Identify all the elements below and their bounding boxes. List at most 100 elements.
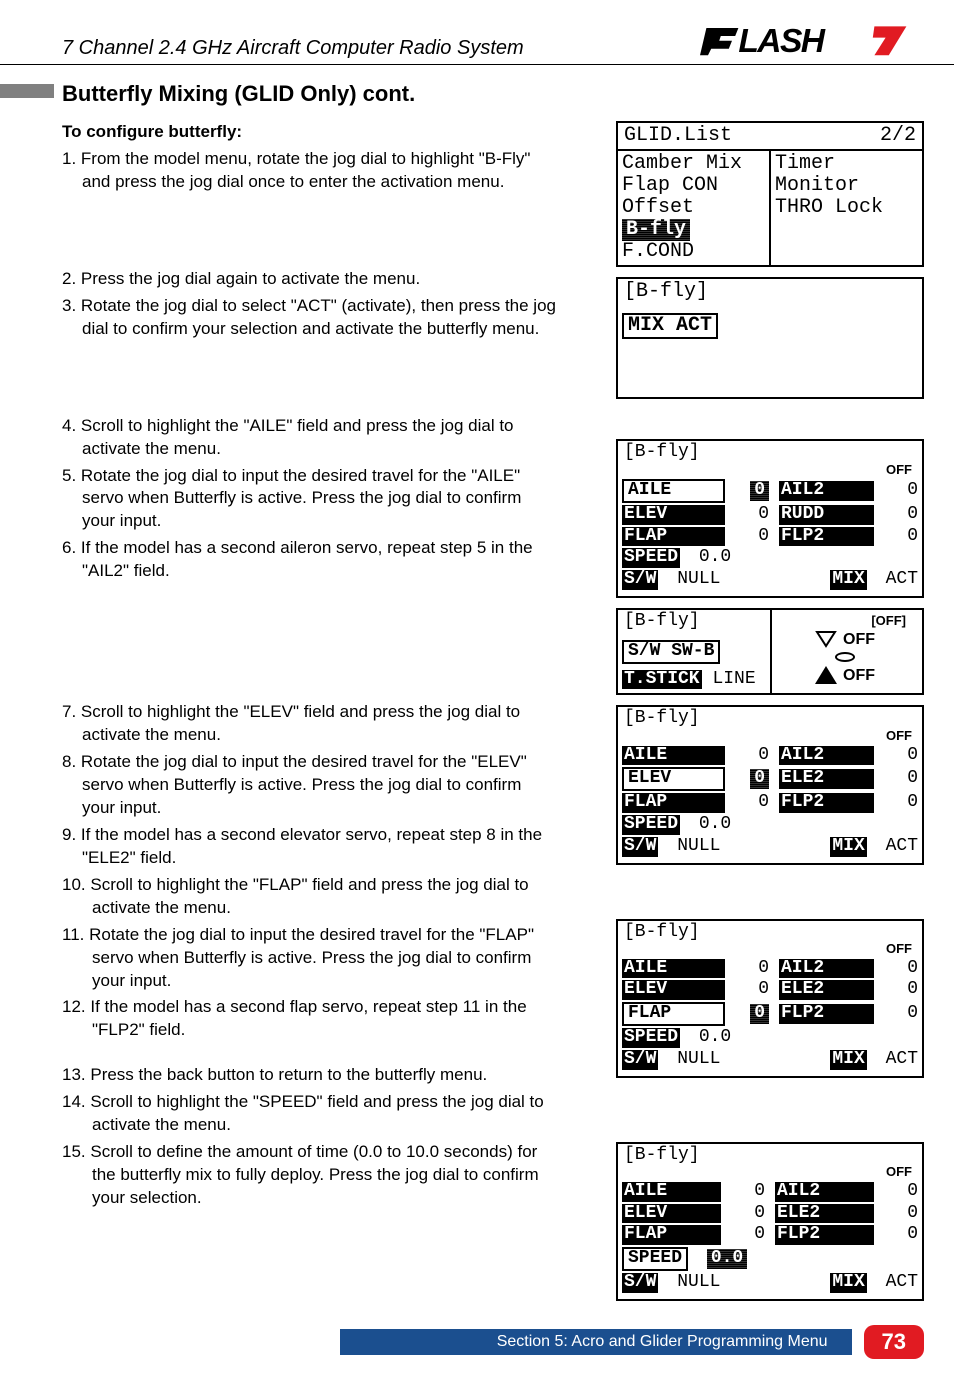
lcd6-off: OFF bbox=[622, 942, 918, 956]
lcd4-tstick: T.STICK bbox=[622, 670, 702, 690]
lcd5-elev: ELEV bbox=[622, 767, 725, 791]
step-4: 4. Scroll to highlight the "AILE" field … bbox=[62, 416, 514, 435]
lcd5-mix: MIX bbox=[830, 837, 866, 857]
lcd6-elev-v: 0 bbox=[735, 980, 769, 1000]
lcd5-flap: FLAP bbox=[622, 793, 725, 813]
flash-logo: LASH bbox=[674, 20, 934, 60]
step-7-cont: activate the menu. bbox=[62, 724, 598, 747]
lcd3-ail2-v: 0 bbox=[884, 481, 918, 501]
lcd3-mix-v: ACT bbox=[886, 570, 918, 590]
lcd3-aile: AILE bbox=[622, 479, 725, 503]
lcd1-r1: Monitor bbox=[775, 175, 918, 197]
lcd-bfly-sw: [B-fly] S/W SW-B T.STICK LINE [OFF] OFF … bbox=[616, 608, 924, 695]
lcd-bfly-act: [B-fly] MIX ACT bbox=[616, 277, 924, 399]
ellipse-icon bbox=[835, 652, 855, 662]
step-7: 7. Scroll to highlight the "ELEV" field … bbox=[62, 702, 520, 721]
lcd6-mix-v: ACT bbox=[886, 1050, 918, 1070]
step-8-cont: servo when Butterfly is active. Press th… bbox=[62, 774, 598, 797]
lcd5-ele2: ELE2 bbox=[779, 769, 874, 789]
svg-text:LASH: LASH bbox=[738, 23, 825, 60]
lcd4-off2: OFF bbox=[843, 667, 875, 685]
step-15-cont2: your selection. bbox=[62, 1187, 598, 1210]
step-12-cont: "FLP2" field. bbox=[62, 1019, 598, 1042]
lcd6-flap-v: 0 bbox=[750, 1004, 769, 1024]
step-6: 6. If the model has a second aileron ser… bbox=[62, 538, 533, 557]
lcd1-l0: Camber Mix bbox=[622, 153, 765, 175]
lcd1-highlight: B-fly bbox=[622, 219, 690, 241]
lcd7-elev-v: 0 bbox=[731, 1204, 765, 1224]
lcd3-title: [B-fly] bbox=[624, 443, 700, 463]
instructions-column: To configure butterfly: 1. From the mode… bbox=[62, 121, 598, 1301]
lcd4-line: LINE bbox=[712, 669, 755, 689]
lcd6-ele2: ELE2 bbox=[779, 980, 874, 1000]
lcd6-elev: ELEV bbox=[622, 980, 725, 1000]
lcd7-sw: S/W bbox=[622, 1273, 658, 1293]
lcd5-mix-v: ACT bbox=[886, 837, 918, 857]
lcd3-elev-v: 0 bbox=[735, 505, 769, 525]
step-5-cont2: your input. bbox=[62, 510, 598, 533]
lcd6-mix: MIX bbox=[830, 1050, 866, 1070]
lcd-bfly-elev: [B-fly] OFF AILE0 AIL20 ELEV0 ELE20 FLAP… bbox=[616, 705, 924, 864]
lcd1-r2: THRO Lock bbox=[775, 197, 918, 219]
lcd4-off1: OFF bbox=[843, 631, 875, 649]
lcd5-ail2: AIL2 bbox=[779, 746, 874, 766]
lcd5-aile-v: 0 bbox=[735, 746, 769, 766]
lcd7-ail2-v: 0 bbox=[884, 1182, 918, 1202]
lcd-bfly-aile: [B-fly] OFF AILE0 AIL20 ELEV0 RUDD0 FLAP… bbox=[616, 439, 924, 598]
lcd3-flap-v: 0 bbox=[735, 527, 769, 547]
lcd5-sw: S/W bbox=[622, 837, 658, 857]
lcd7-aile-v: 0 bbox=[731, 1182, 765, 1202]
lcd3-rudd-v: 0 bbox=[884, 505, 918, 525]
step-15-cont: the butterfly mix to fully deploy. Press… bbox=[62, 1164, 598, 1187]
lcd5-speed-v: 0.0 bbox=[699, 815, 731, 835]
step-14-cont: activate the menu. bbox=[62, 1114, 598, 1137]
lcd5-flp2-v: 0 bbox=[884, 793, 918, 813]
step-10-cont: activate the menu. bbox=[62, 897, 598, 920]
lcd7-ele2-v: 0 bbox=[884, 1204, 918, 1224]
lcd5-flp2: FLP2 bbox=[779, 793, 874, 813]
lcd7-mix: MIX bbox=[830, 1273, 866, 1293]
section-title: Butterfly Mixing (GLID Only) cont. bbox=[0, 75, 954, 121]
lcd-bfly-speed: [B-fly] OFF AILE0 AIL20 ELEV0 ELE20 FLAP… bbox=[616, 1142, 924, 1301]
lcd5-speed: SPEED bbox=[622, 815, 680, 835]
lcd3-ail2: AIL2 bbox=[779, 481, 874, 501]
lcd1-title: GLID.List bbox=[624, 125, 732, 147]
page-footer: Section 5: Acro and Glider Programming M… bbox=[0, 1325, 924, 1359]
step-11: 11. Rotate the jog dial to input the des… bbox=[62, 925, 534, 944]
step-9: 9. If the model has a second elevator se… bbox=[62, 825, 542, 844]
lcd7-flp2-v: 0 bbox=[884, 1225, 918, 1245]
step-1: 1. From the model menu, rotate the jog d… bbox=[62, 149, 530, 168]
lcd1-l1: Flap CON bbox=[622, 175, 765, 197]
lcd3-sw: S/W bbox=[622, 570, 658, 590]
lcd3-rudd: RUDD bbox=[779, 505, 874, 525]
lcd5-flap-v: 0 bbox=[735, 793, 769, 813]
lcd6-title: [B-fly] bbox=[624, 923, 700, 943]
lcd7-ail2: AIL2 bbox=[775, 1182, 874, 1202]
step-2: 2. Press the jog dial again to activate … bbox=[62, 268, 598, 291]
step-13: 13. Press the back button to return to t… bbox=[62, 1064, 598, 1087]
lcd3-off: OFF bbox=[622, 463, 918, 477]
lcd6-ail2: AIL2 bbox=[779, 959, 874, 979]
lcd7-ele2: ELE2 bbox=[775, 1204, 874, 1224]
lcd7-flap: FLAP bbox=[622, 1225, 721, 1245]
lcd2-mix-act: MIX ACT bbox=[622, 313, 718, 339]
lcd6-sw-v: NULL bbox=[677, 1050, 720, 1070]
lcd3-sw-v: NULL bbox=[677, 570, 720, 590]
step-9-cont: "ELE2" field. bbox=[62, 847, 598, 870]
lcd3-mix: MIX bbox=[830, 570, 866, 590]
step-11-cont: servo when Butterfly is active. Press th… bbox=[62, 947, 598, 970]
lcd6-flp2: FLP2 bbox=[779, 1004, 874, 1024]
step-8-cont2: your input. bbox=[62, 797, 598, 820]
lcd6-ail2-v: 0 bbox=[884, 959, 918, 979]
step-11-cont2: your input. bbox=[62, 970, 598, 993]
lcd3-flp2: FLP2 bbox=[779, 527, 874, 547]
lcd6-flp2-v: 0 bbox=[884, 1004, 918, 1024]
lcd6-speed-v: 0.0 bbox=[699, 1028, 731, 1048]
lcd7-speed: SPEED bbox=[622, 1247, 688, 1271]
lcd3-aile-v: 0 bbox=[750, 481, 769, 501]
step-3: 3. Rotate the jog dial to select "ACT" (… bbox=[62, 296, 556, 315]
lcd7-elev: ELEV bbox=[622, 1204, 721, 1224]
lcd7-aile: AILE bbox=[622, 1182, 721, 1202]
step-5-cont: servo when Butterfly is active. Press th… bbox=[62, 487, 598, 510]
lcd4-doff: [OFF] bbox=[778, 614, 912, 628]
